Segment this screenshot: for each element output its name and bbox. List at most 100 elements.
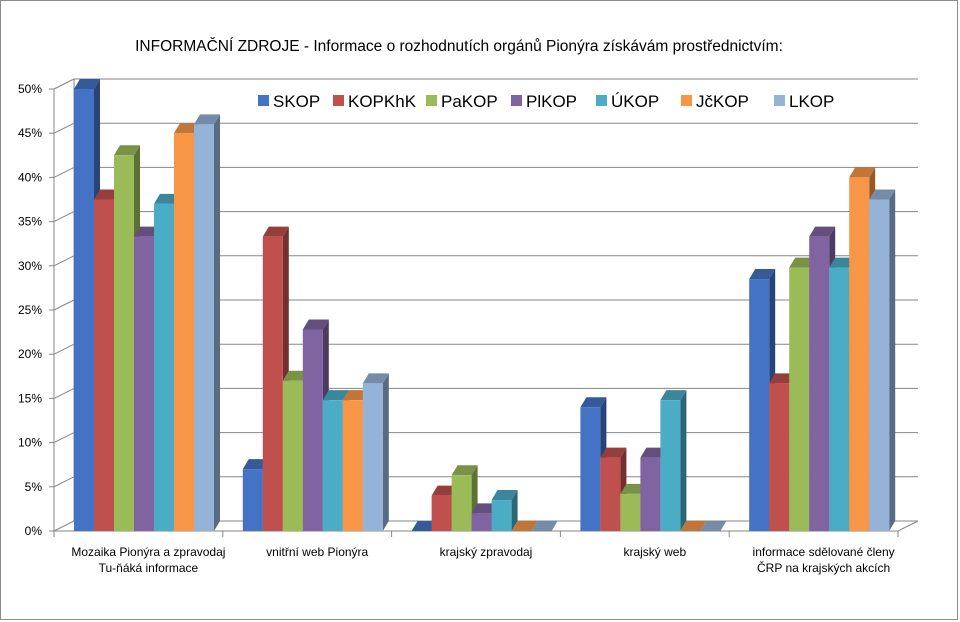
bar-front [749,279,770,531]
bar-side [680,390,687,531]
y-tick-label: 10% [18,436,42,450]
bar [531,521,558,531]
bar-front [869,199,890,531]
bar-front [580,407,601,531]
bar-front [134,236,154,532]
gridline-side [53,299,75,311]
bar-top [322,390,349,401]
gridline-side [53,520,75,532]
legend-swatch [426,95,437,106]
y-tick-label: 40% [18,170,42,184]
bar-top [154,193,180,204]
legend-swatch [333,95,344,106]
bar-top [74,79,100,89]
legend-swatch [511,95,522,106]
y-tick-label: 45% [18,126,42,140]
chart-title: INFORMAČNÍ ZDROJE - Informace o rozhodnu… [135,38,783,55]
y-tick-label: 20% [18,347,42,361]
bar-top [342,390,369,401]
x-category-label: Tu-ňáká informace [99,561,199,575]
bar-front [829,267,850,531]
bar [194,114,220,532]
bar-top [114,145,140,156]
bar-front [640,457,661,531]
bar-front [114,155,134,532]
bar-front [174,133,194,531]
bar-top [302,319,329,330]
bar-top [580,397,607,408]
bar-front [431,495,452,531]
x-category-label: krajský zpravodaj [440,545,533,559]
gridline-side [53,78,75,90]
bar-front [362,383,383,531]
y-tick-label: 0% [25,524,43,538]
bar-front [451,475,472,531]
y-tick-label: 5% [25,480,43,494]
bar-top [640,447,667,458]
x-category-label: vnitřní web Pionýra [266,545,368,559]
bar-top [174,123,200,134]
gridline-side [53,387,75,399]
bar-top [194,114,220,125]
bar [491,490,518,531]
gridline-side [53,166,75,178]
bar-front [620,493,641,531]
bar-top [531,521,558,531]
bar-top [451,465,478,476]
bar-top [769,373,796,384]
y-tick-label: 25% [18,303,42,317]
bar-front [471,513,492,531]
bar [660,390,687,531]
x-category-label: informace sdělované členy [753,545,895,559]
bar-top [700,521,727,531]
bar-top [262,226,289,237]
bar-top [660,390,687,401]
bar-front [282,380,303,531]
x-category-label: ČRP na krajských akcích [757,560,890,575]
bar-front [789,267,810,531]
gridline-side [53,122,75,134]
bar-front [194,124,214,532]
bar-top [620,483,647,494]
legend-item: PlKOP [511,92,577,111]
bar-top [471,503,498,514]
bar-front [491,500,512,531]
bar-front [94,199,114,531]
gridline-side [53,255,75,267]
gridline-side [53,343,75,355]
bar-top [491,490,518,501]
bar [700,521,727,531]
bar-side [511,490,518,531]
legend-item: PaKOP [426,92,498,111]
bar [680,521,707,531]
bar-front [154,203,174,532]
bar-top [511,521,538,531]
bar-top [134,226,160,237]
bar-top [362,373,389,384]
bar-top [680,521,707,531]
bar [869,189,896,531]
bar-top [242,459,269,470]
legend-item: ÚKOP [596,92,659,111]
legend-label: KOPKhK [348,92,417,111]
bar [411,521,438,531]
bar-top [411,521,438,531]
bar-front [849,177,870,531]
bar-front [809,236,830,532]
legend-item: LKOP [774,92,834,111]
bar-front [242,469,263,531]
legend-swatch [774,95,785,106]
legend-label: SKOP [273,92,320,111]
bar-top [94,189,120,200]
y-tick-label: 30% [18,259,42,273]
y-tick-label: 50% [18,82,42,96]
x-category-label: Mozaika Pionýra a zpravodaj [71,545,225,559]
bar-front [769,383,790,531]
legend-item: JčKOP [681,92,749,111]
legend-item: SKOP [258,92,320,111]
bar-top [869,189,896,200]
bar-top [431,485,458,496]
bar-top [789,257,816,268]
bar-front [302,329,323,531]
